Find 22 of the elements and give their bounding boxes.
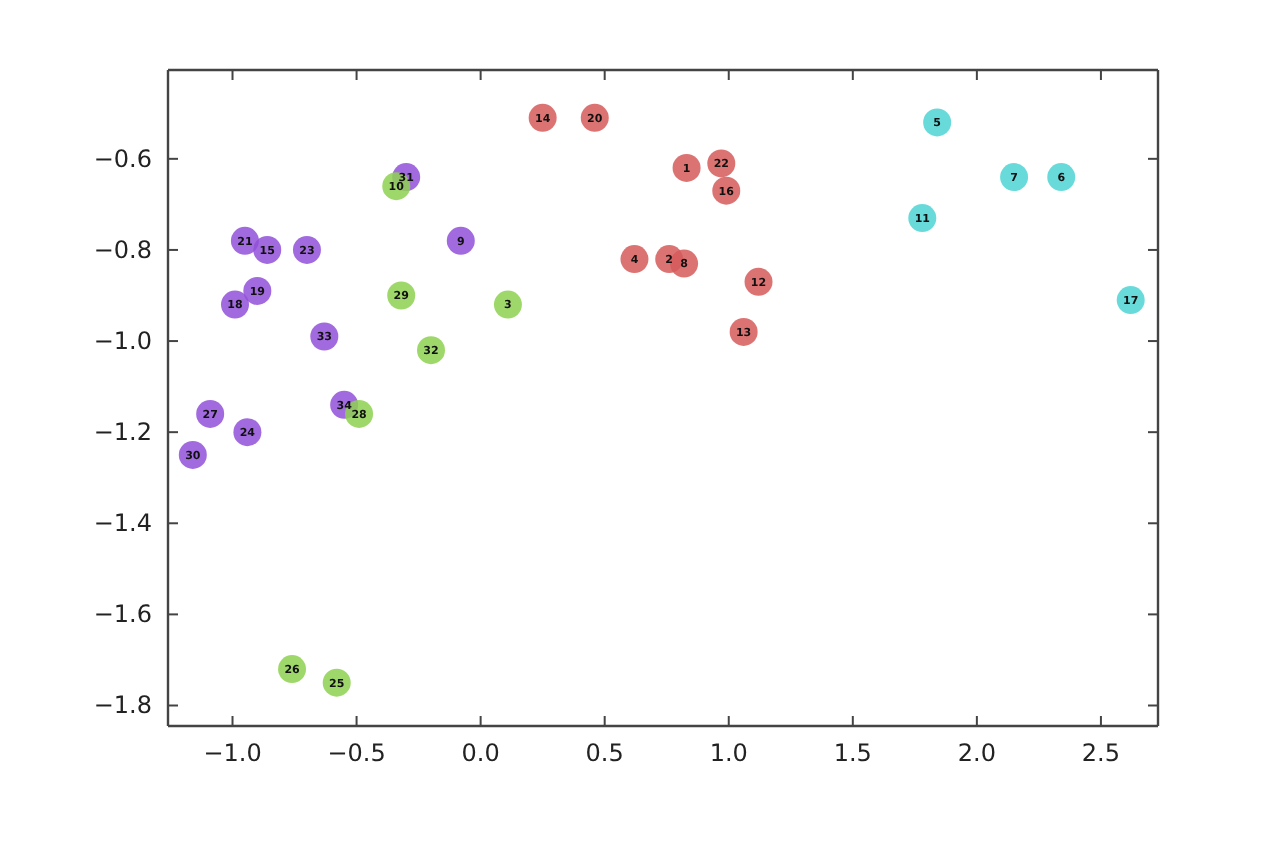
x-tick-label: 1.5 [833,739,872,768]
x-tick-label: 2.0 [957,739,996,768]
point [493,290,522,319]
x-tick-label: −1.0 [203,739,262,768]
x-tick-label: 1.0 [709,739,748,768]
y-tick-label: −1.4 [93,508,152,537]
point [923,108,952,137]
point [672,153,701,182]
y-tick-label: −1.8 [93,691,152,720]
x-tick-label: −0.5 [327,739,386,768]
x-tick-label: 0.5 [585,739,624,768]
point [1000,163,1029,192]
y-tick-label: −1.2 [93,417,152,446]
y-tick-label: −1.0 [93,326,152,355]
y-tick-label: −1.6 [93,600,152,629]
point [446,226,475,255]
x-tick-label: 0.0 [461,739,500,768]
x-tick-label: 2.5 [1081,739,1121,768]
y-tick-label: −0.8 [93,235,152,264]
point [1047,163,1076,192]
point [620,245,649,274]
y-tick-label: −0.6 [93,144,152,173]
